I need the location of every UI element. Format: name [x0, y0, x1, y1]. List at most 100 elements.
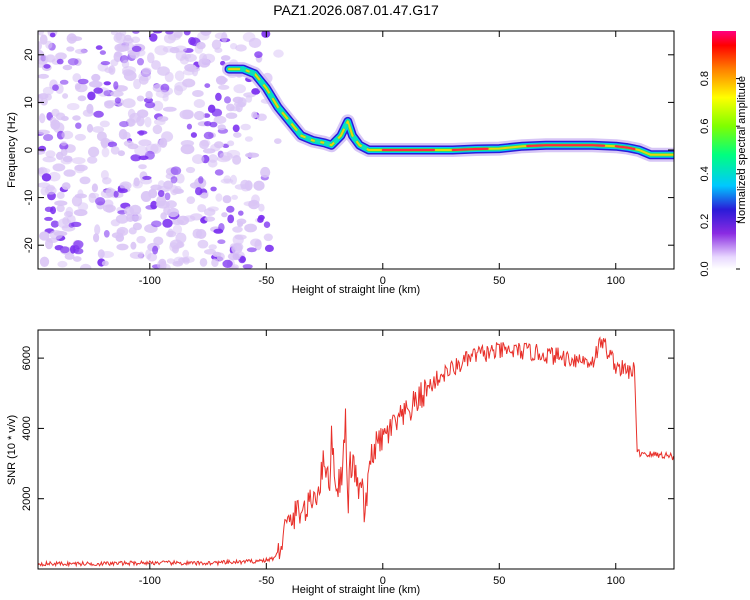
ridge-bead [351, 135, 358, 142]
noise-blob [66, 46, 75, 52]
colorbar-tick-label: 0.2 [699, 214, 711, 229]
noise-blob [220, 55, 231, 61]
noise-blob [192, 228, 203, 239]
noise-blob [224, 96, 231, 104]
ridge-bead [240, 66, 246, 73]
noise-blob [182, 249, 190, 258]
noise-blob [91, 183, 98, 193]
noise-blob [60, 148, 68, 157]
noise-blob [110, 90, 124, 97]
noise-blob [77, 202, 89, 211]
noise-blob [186, 123, 192, 130]
noise-blob [41, 173, 52, 182]
noise-blob [101, 147, 110, 158]
noise-blob [136, 109, 149, 118]
noise-blob [54, 200, 68, 206]
noise-blob [238, 210, 244, 216]
noise-blob [129, 50, 140, 59]
noise-blob [131, 45, 142, 53]
snr-panel: -100 -50 0 50 100 2000 4000 6000 Height of str… [6, 329, 675, 596]
y-tick-label: 4000 [21, 416, 33, 440]
noise-blob [45, 40, 53, 50]
noise-blob [195, 187, 203, 196]
snr-x-ticks: -100 -50 0 50 100 [139, 330, 625, 587]
colorbar-tick-label: 0.6 [699, 119, 711, 134]
noise-blob [38, 129, 50, 135]
noise-blob [60, 141, 67, 146]
spectrogram-y-axis-label: Frequency (Hz) [6, 112, 18, 188]
y-tick-label: 2000 [21, 486, 33, 510]
noise-blob [56, 191, 65, 199]
noise-blob [162, 94, 169, 102]
noise-blob [43, 134, 54, 141]
noise-blob [174, 70, 185, 82]
noise-blob [207, 104, 216, 114]
noise-blob [147, 52, 155, 64]
noise-blob [130, 154, 142, 162]
noise-blob [222, 259, 233, 268]
noise-blob [39, 256, 50, 267]
noise-blob [273, 49, 284, 58]
noise-blob [104, 67, 114, 74]
noise-blob [132, 31, 140, 34]
noise-blob [66, 103, 80, 111]
noise-blob [71, 157, 86, 165]
noise-blob [156, 139, 166, 148]
x-tick-label: 100 [607, 275, 625, 287]
noise-blob [256, 113, 267, 121]
noise-blob [182, 78, 196, 88]
noise-blob [261, 31, 271, 38]
noise-blob [154, 45, 169, 56]
noise-blob [174, 185, 182, 193]
noise-blob [153, 236, 164, 246]
x-tick-label: -50 [258, 275, 274, 287]
noise-blob [88, 192, 97, 203]
noise-blob [237, 221, 244, 227]
noise-blob [181, 256, 195, 264]
noise-blob [129, 251, 143, 259]
noise-blob [119, 181, 132, 190]
noise-blob [144, 101, 156, 109]
noise-blob [227, 140, 235, 147]
noise-blob [213, 115, 227, 124]
noise-blob [77, 189, 84, 199]
x-tick-label: 100 [607, 575, 625, 587]
noise-blob [79, 176, 91, 185]
noise-blob [231, 243, 243, 254]
noise-blob [233, 84, 246, 94]
noise-blob [213, 228, 224, 234]
noise-blob [233, 132, 242, 138]
noise-blob [40, 98, 48, 106]
noise-blob [73, 256, 82, 262]
noise-blob [93, 110, 104, 118]
noise-blob [48, 171, 61, 182]
noise-blob [74, 83, 81, 90]
noise-blob [130, 241, 137, 250]
noise-blob [39, 113, 46, 124]
noise-blob [101, 260, 109, 267]
noise-blob [166, 258, 175, 264]
noise-blob [100, 189, 114, 199]
noise-blob [136, 235, 146, 244]
noise-blob [198, 176, 204, 184]
noise-blob [39, 231, 50, 241]
noise-blob [105, 204, 114, 214]
colorbar-label: Normalized spectral amplitude [736, 76, 748, 224]
noise-blob [74, 133, 86, 141]
noise-blob [219, 152, 233, 161]
noise-blob [211, 258, 219, 268]
noise-blob [244, 136, 253, 142]
noise-blob [38, 31, 44, 36]
ridge-bead [305, 135, 312, 142]
noise-blob [99, 120, 110, 128]
noise-blob [52, 163, 66, 172]
noise-blob [182, 109, 194, 120]
noise-blob [74, 48, 88, 55]
noise-blob [186, 196, 196, 205]
noise-blob [117, 188, 128, 194]
noise-blob [232, 226, 243, 233]
noise-blob [99, 50, 106, 55]
noise-blob [215, 75, 227, 86]
noise-blob [60, 246, 70, 254]
noise-blob [138, 155, 149, 161]
